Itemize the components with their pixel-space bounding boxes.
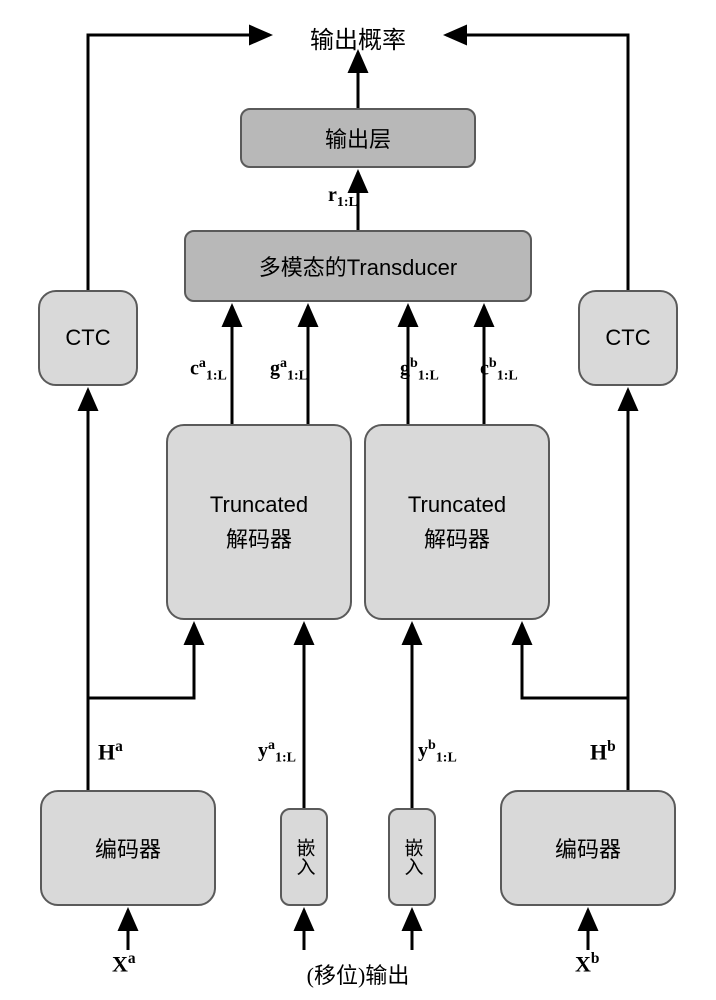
ctc-left-text: CTC xyxy=(65,325,110,351)
edge-label-Xa: Xa xyxy=(112,950,136,977)
embed-left-box: 嵌入 xyxy=(280,808,328,906)
edge-label-gb: gb1:L xyxy=(400,356,439,385)
embed-right-text: 嵌入 xyxy=(399,838,426,876)
edge-label-r: r1:L xyxy=(328,184,358,211)
edge-label-Xb: Xb xyxy=(575,950,599,977)
edge-label-ga: ga1:L xyxy=(270,356,308,385)
decoder-left-text: Truncated解码器 xyxy=(210,487,308,557)
output-layer-box: 输出层 xyxy=(240,108,476,168)
output-probability-label: 输出概率 xyxy=(0,20,716,55)
embed-left-text: 嵌入 xyxy=(291,838,318,876)
transducer-box: 多模态的Transducer xyxy=(184,230,532,302)
decoder-right-box: Truncated解码器 xyxy=(364,424,550,620)
edge-label-yb: yb1:L xyxy=(418,738,457,767)
ctc-right-text: CTC xyxy=(605,325,650,351)
embed-right-box: 嵌入 xyxy=(388,808,436,906)
edge-label-ya: ya1:L xyxy=(258,738,296,767)
encoder-right-box: 编码器 xyxy=(500,790,676,906)
edge-label-cb: cb1:L xyxy=(480,356,518,385)
encoder-left-box: 编码器 xyxy=(40,790,216,906)
ctc-right-box: CTC xyxy=(578,290,678,386)
decoder-left-box: Truncated解码器 xyxy=(166,424,352,620)
edge-label-Hb: Hb xyxy=(590,738,616,765)
output-layer-text: 输出层 xyxy=(325,122,391,154)
shift-output-label: (移位)输出 xyxy=(0,958,716,990)
ctc-left-box: CTC xyxy=(38,290,138,386)
encoder-left-text: 编码器 xyxy=(95,832,161,864)
edge-label-Ha: Ha xyxy=(98,738,123,765)
edge-label-ca: ca1:L xyxy=(190,356,227,385)
decoder-right-text: Truncated解码器 xyxy=(408,487,506,557)
transducer-text: 多模态的Transducer xyxy=(259,250,457,282)
encoder-right-text: 编码器 xyxy=(555,832,621,864)
